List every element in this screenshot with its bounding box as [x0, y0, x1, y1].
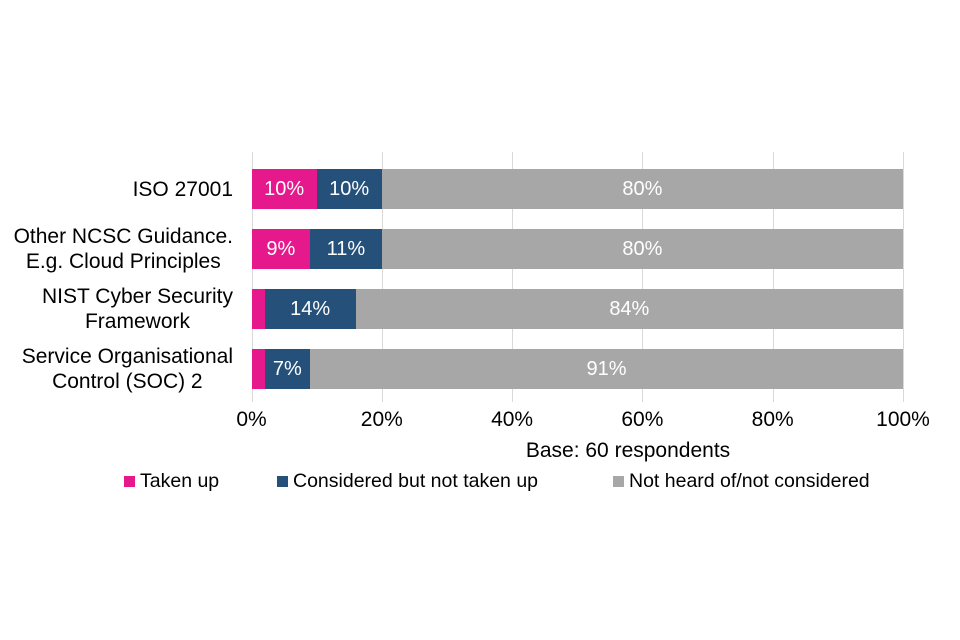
category-label: ISO 27001 [133, 177, 233, 202]
gridline [512, 152, 514, 402]
bar-segment-label: 10% [329, 177, 370, 200]
bar-segment-label: 7% [272, 357, 302, 380]
bar-segment: 14% [264, 289, 356, 329]
bar-segment-label: 84% [609, 297, 650, 320]
x-tick-label: 0% [236, 408, 267, 431]
gridline [642, 152, 644, 402]
x-tick-label: 60% [621, 408, 664, 431]
legend-label: Not heard of/not considered [629, 469, 870, 492]
category-label-line: Framework [84, 310, 190, 333]
category-label: NIST Cyber Security Framework [42, 284, 233, 334]
bar-segment [251, 349, 265, 389]
legend-label: Taken up [140, 469, 220, 492]
bar-segment-label: 80% [622, 237, 663, 260]
bar-segment: 84% [355, 289, 903, 329]
bar-segment: 91% [310, 349, 903, 389]
bar-segment: 9% [251, 229, 311, 269]
category-label-line: Service Organisational [21, 345, 233, 368]
legend-item: Taken up [124, 470, 219, 492]
axis-note: Base: 60 respondents [525, 439, 731, 462]
category-label: Other NCSC Guidance. E.g. Cloud Principle… [14, 224, 233, 274]
x-tick-label: 100% [876, 408, 930, 431]
legend-label: Considered but not taken up [293, 469, 539, 492]
bar-segment: 80% [381, 229, 903, 269]
category-label-line: NIST Cyber Security [42, 285, 233, 308]
bar-segment-label: 14% [290, 297, 331, 320]
bar-segment-label: 10% [264, 177, 305, 200]
gridline [903, 152, 904, 402]
bar-segment: 11% [310, 229, 382, 269]
bar-segment-label: 91% [586, 357, 627, 380]
category-label: Service Organisational Control (SOC) 2 [22, 344, 233, 394]
bar-segment: 7% [264, 349, 311, 389]
category-label-line: E.g. Cloud Principles [25, 250, 221, 273]
bar-segment-label: 80% [622, 177, 663, 200]
x-tick-label: 20% [360, 408, 403, 431]
legend-swatch [277, 475, 288, 487]
legend-swatch [124, 475, 135, 487]
bar-segment [251, 289, 265, 329]
category-label-line: Control (SOC) 2 [52, 370, 203, 393]
legend-item: Not heard of/not considered [613, 470, 870, 492]
legend-item: Considered but not taken up [277, 470, 538, 492]
bar-segment: 10% [251, 169, 317, 209]
gridline [381, 152, 383, 402]
legend-swatch [613, 475, 624, 487]
gridline [251, 152, 253, 402]
x-tick-label: 40% [491, 408, 534, 431]
x-tick-label: 80% [751, 408, 794, 431]
bar-segment: 10% [316, 169, 382, 209]
gridline [772, 152, 774, 402]
bar-segment: 80% [381, 169, 903, 209]
bar-segment-label: 9% [266, 237, 296, 260]
category-label-line: Other NCSC Guidance. [13, 225, 233, 248]
bar-segment-label: 11% [326, 237, 366, 260]
category-label-line: ISO 27001 [132, 177, 233, 201]
